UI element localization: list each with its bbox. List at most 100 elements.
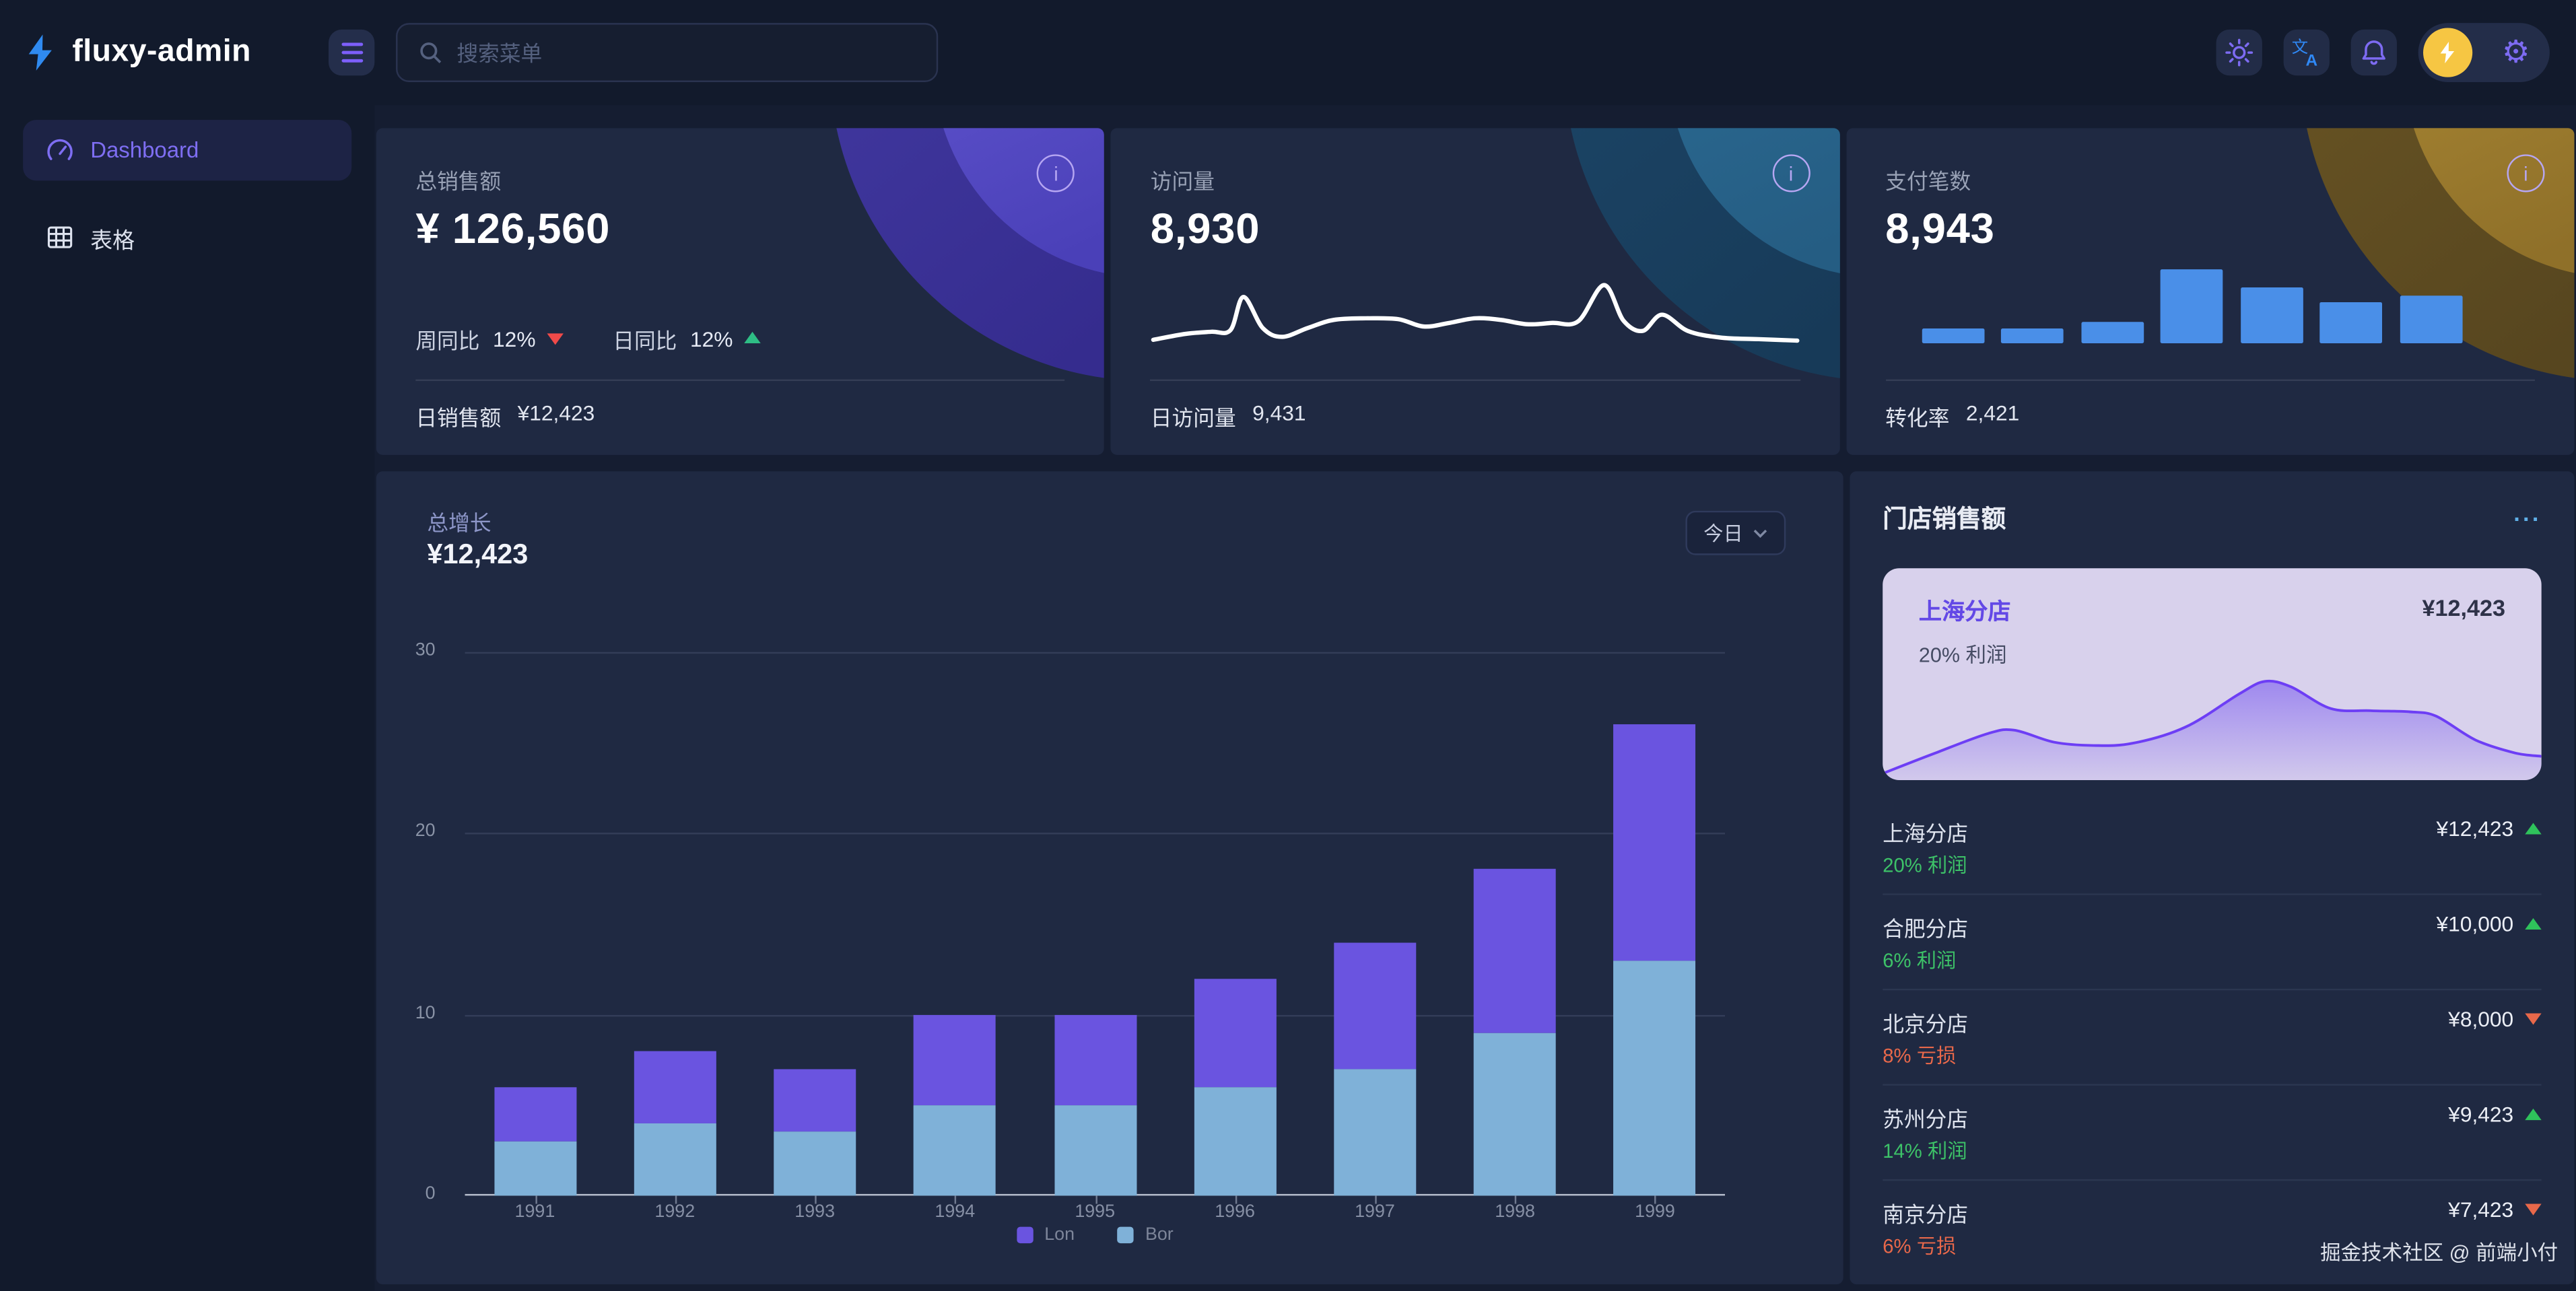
- y-axis-label: 20: [415, 821, 436, 842]
- axis-tick: [1235, 1195, 1237, 1204]
- highlight-store-note: 20% 利润: [1918, 643, 2007, 667]
- sun-icon: [2225, 38, 2253, 67]
- bar-segment-lon: [494, 1086, 576, 1142]
- legend-item-lon[interactable]: Lon: [1016, 1225, 1075, 1245]
- bar-segment-bor: [774, 1132, 856, 1196]
- store-value: ¥8,000: [2448, 1007, 2542, 1031]
- stat-title: 支付笔数: [1885, 169, 1971, 194]
- info-icon[interactable]: i: [1037, 154, 1075, 193]
- hamburger-icon: [341, 42, 363, 46]
- avatar[interactable]: [2423, 28, 2473, 77]
- trend-chip: 周同比 12%: [415, 324, 564, 355]
- stat-title: 访问量: [1150, 169, 1215, 194]
- bar-segment-bor: [1054, 1105, 1137, 1196]
- x-axis-label: 1991: [514, 1202, 555, 1222]
- store-area-chart: [1883, 679, 2542, 780]
- y-axis: 0 10 20 30: [376, 641, 448, 1204]
- stat-value: 8,930: [1150, 203, 1260, 253]
- x-axis-label: 1993: [794, 1202, 836, 1222]
- user-pill[interactable]: ⚙: [2418, 23, 2550, 82]
- store-note: 14% 利润: [1883, 1140, 1967, 1163]
- mini-bar: [2001, 328, 2064, 343]
- theme-toggle-button[interactable]: [2216, 29, 2262, 76]
- store-list-item[interactable]: 南京分店 ¥7,423 6% 亏损: [1883, 1181, 2542, 1276]
- more-menu-icon[interactable]: ···: [2513, 505, 2542, 532]
- sidebar-item-dashboard[interactable]: Dashboard: [23, 120, 352, 181]
- trend-label: 周同比: [415, 328, 480, 353]
- triangle-down-icon: [2525, 1203, 2542, 1216]
- stat-card-total-sales: 总销售额 i ¥ 126,560 周同比 12% 日同比 12% 日销售额 ¥12,4…: [376, 128, 1105, 455]
- gauge-icon: [47, 139, 73, 160]
- stat-value: 8,943: [1885, 203, 1995, 253]
- sidebar-item-label: Dashboard: [90, 137, 199, 163]
- store-list-item[interactable]: 苏州分店 ¥9,423 14% 利润: [1883, 1086, 2542, 1181]
- language-button[interactable]: 文 A: [2283, 29, 2330, 76]
- sidebar: Dashboard 表格: [0, 105, 374, 1291]
- axis-tick: [1655, 1195, 1657, 1204]
- chart-gridline: [465, 652, 1725, 654]
- bar-segment-lon: [1614, 724, 1697, 961]
- chart-gridline: [465, 833, 1725, 835]
- x-axis-label: 1998: [1495, 1202, 1535, 1222]
- mini-bar: [2160, 269, 2223, 343]
- store-list-item[interactable]: 上海分店 ¥12,423 20% 利润: [1883, 800, 2542, 895]
- store-list-item[interactable]: 合肥分店 ¥10,000 6% 利润: [1883, 895, 2542, 991]
- mini-bar: [2400, 295, 2462, 343]
- stat-footer-value: ¥12,423: [517, 400, 595, 425]
- legend-swatch: [1016, 1226, 1033, 1244]
- stat-footer-label: 日销售额: [415, 405, 502, 431]
- search-box[interactable]: [396, 23, 939, 82]
- store-note: 6% 利润: [1883, 949, 1957, 973]
- payments-mini-bar-chart: [1921, 269, 2462, 343]
- stat-value: ¥ 126,560: [415, 203, 611, 253]
- legend-item-bor[interactable]: Bor: [1117, 1225, 1174, 1245]
- bar-segment-bor: [634, 1123, 716, 1196]
- stat-footer: 日销售额 ¥12,423: [415, 400, 595, 431]
- bar-segment-bor: [494, 1141, 576, 1196]
- bar-segment-lon: [1474, 869, 1557, 1033]
- store-highlight-card[interactable]: 上海分店 ¥12,423 20% 利润: [1883, 568, 2542, 780]
- store-value: ¥10,000: [2437, 911, 2542, 936]
- trend-list: 周同比 12% 日同比 12%: [415, 324, 761, 355]
- app-logo[interactable]: fluxy-admin: [0, 34, 329, 71]
- bar-segment-bor: [1474, 1033, 1557, 1196]
- stacked-bar: [1334, 942, 1417, 1196]
- notifications-button[interactable]: [2350, 29, 2397, 76]
- store-list-item[interactable]: 北京分店 ¥8,000 8% 亏损: [1883, 990, 2542, 1086]
- range-selector[interactable]: 今日: [1685, 510, 1786, 555]
- search-input[interactable]: [456, 40, 917, 65]
- triangle-up-icon: [744, 331, 761, 343]
- highlight-store-value: ¥12,423: [2422, 594, 2505, 621]
- svg-text:文: 文: [2292, 38, 2308, 57]
- bar-segment-lon: [1334, 942, 1417, 1069]
- bar-segment-lon: [774, 1068, 856, 1133]
- bar-segment-bor: [1334, 1068, 1417, 1196]
- trend-label: 日同比: [613, 328, 677, 353]
- growth-value: ¥12,423: [427, 538, 529, 570]
- growth-title: 总增长: [427, 510, 492, 536]
- stat-footer-value: 9,431: [1252, 400, 1306, 425]
- stat-footer-value: 2,421: [1965, 400, 2020, 425]
- stacked-bar: [1474, 869, 1557, 1196]
- panel-header: 门店销售额 ···: [1883, 501, 2541, 535]
- x-axis: 1991 1992 1993 1994 1995 1996 1997 1998 1999: [465, 1202, 1725, 1225]
- sidebar-item-table[interactable]: 表格: [23, 207, 351, 267]
- trend-value: 12%: [493, 326, 536, 352]
- axis-tick: [815, 1195, 817, 1204]
- stat-footer-label: 日访问量: [1150, 405, 1236, 431]
- menu-toggle-button[interactable]: [329, 29, 375, 76]
- store-note: 8% 亏损: [1883, 1044, 1957, 1068]
- triangle-up-icon: [2525, 1109, 2542, 1121]
- info-icon[interactable]: i: [1771, 154, 1810, 193]
- axis-tick: [675, 1195, 677, 1204]
- store-note: 6% 亏损: [1883, 1234, 1957, 1259]
- bell-icon: [2362, 40, 2385, 65]
- trend-value: 12%: [689, 326, 733, 352]
- stat-footer: 转化率 2,421: [1885, 400, 2019, 431]
- store-name: 合肥分店: [1883, 916, 1969, 942]
- info-icon[interactable]: i: [2507, 154, 2545, 193]
- stacked-bar: [1614, 724, 1697, 1196]
- gear-icon[interactable]: ⚙: [2502, 34, 2530, 70]
- stacked-bar: [634, 1051, 716, 1196]
- svg-text:A: A: [2306, 52, 2318, 69]
